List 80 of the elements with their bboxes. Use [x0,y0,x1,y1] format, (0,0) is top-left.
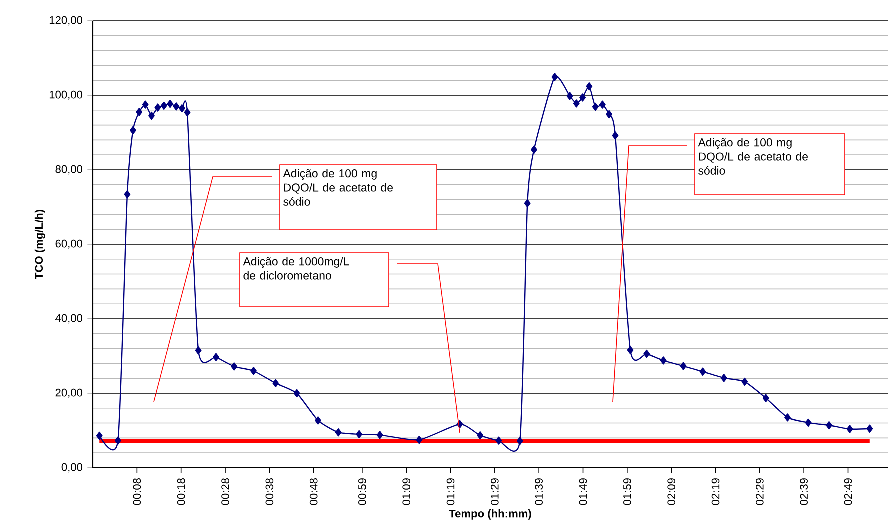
y-tick-label: 100,00 [50,90,83,100]
x-tick-label: 01:19 [446,478,455,506]
point [184,108,191,117]
point [826,421,832,430]
point [524,199,531,208]
point [250,367,257,376]
y-tick-label: 40,00 [56,314,83,324]
point [173,102,180,111]
point [114,436,122,445]
point [167,100,174,108]
point [154,104,162,112]
point [762,394,770,402]
x-tick-label: 00:28 [222,478,230,506]
y-tick-label: 0,00 [62,463,83,473]
x-tick-label: 00:08 [133,478,142,506]
point [784,414,791,422]
x-tick-label: 02:09 [668,478,676,506]
x-tick-label: 01:49 [579,478,588,506]
x-axis-title: Tempo (hh:mm) [449,510,532,520]
point [96,432,103,440]
point [231,362,238,371]
point [195,346,202,355]
point [531,146,538,154]
y-tick-label: 60,00 [56,240,83,250]
point [335,428,342,437]
annotation: Adição de 1000mg/L de diclorometano [243,257,350,280]
x-tick-label: 00:38 [266,478,274,506]
x-tick-label: 00:18 [177,478,186,506]
point [700,368,706,376]
x-tick-label: 02:39 [800,478,808,506]
x-tick-label: 00:59 [358,478,366,506]
y-axis-title: TCO (mg/L/h) [34,210,46,280]
point [294,389,300,398]
point [586,82,593,91]
x-tick-label: 01:39 [535,478,543,506]
point [592,102,599,112]
point [866,424,874,433]
x-tick-label: 02:19 [712,478,720,506]
point [516,437,524,446]
point [644,350,650,358]
point [846,425,854,434]
point [606,110,613,119]
point [148,112,155,120]
y-tick-label: 20,00 [56,388,83,398]
point [356,430,363,439]
point [376,431,384,440]
point [566,92,574,100]
y-tick-label: 120,00 [50,16,83,26]
point [627,346,634,354]
point [416,436,423,444]
point [136,108,143,116]
x-tick-label: 02:29 [756,478,764,506]
x-tick-label: 01:29 [491,478,499,506]
point [213,353,220,362]
annotation: Adição de 100 mg DQO/L de acetato de sódio [283,169,394,206]
point [477,432,484,440]
point [805,418,812,427]
point [552,73,558,82]
point [612,132,619,140]
y-tick-label: 80,00 [56,165,83,175]
point [124,190,131,199]
point [179,104,186,113]
point [315,416,322,425]
x-tick-label: 00:48 [310,478,318,506]
point [580,94,586,102]
x-tick-label: 01:09 [402,478,410,506]
point [660,356,667,365]
x-tick-label: 01:59 [624,478,632,506]
point [142,100,149,109]
x-tick-label: 02:49 [844,478,852,506]
point [130,126,136,135]
point [680,362,687,370]
point [742,378,748,386]
annotation: Adição de 100 mg DQO/L de acetato de sódio [698,138,808,175]
point [160,102,168,110]
point [496,436,502,445]
point [272,379,280,388]
point [599,100,606,109]
point [573,100,580,108]
point [720,374,728,382]
